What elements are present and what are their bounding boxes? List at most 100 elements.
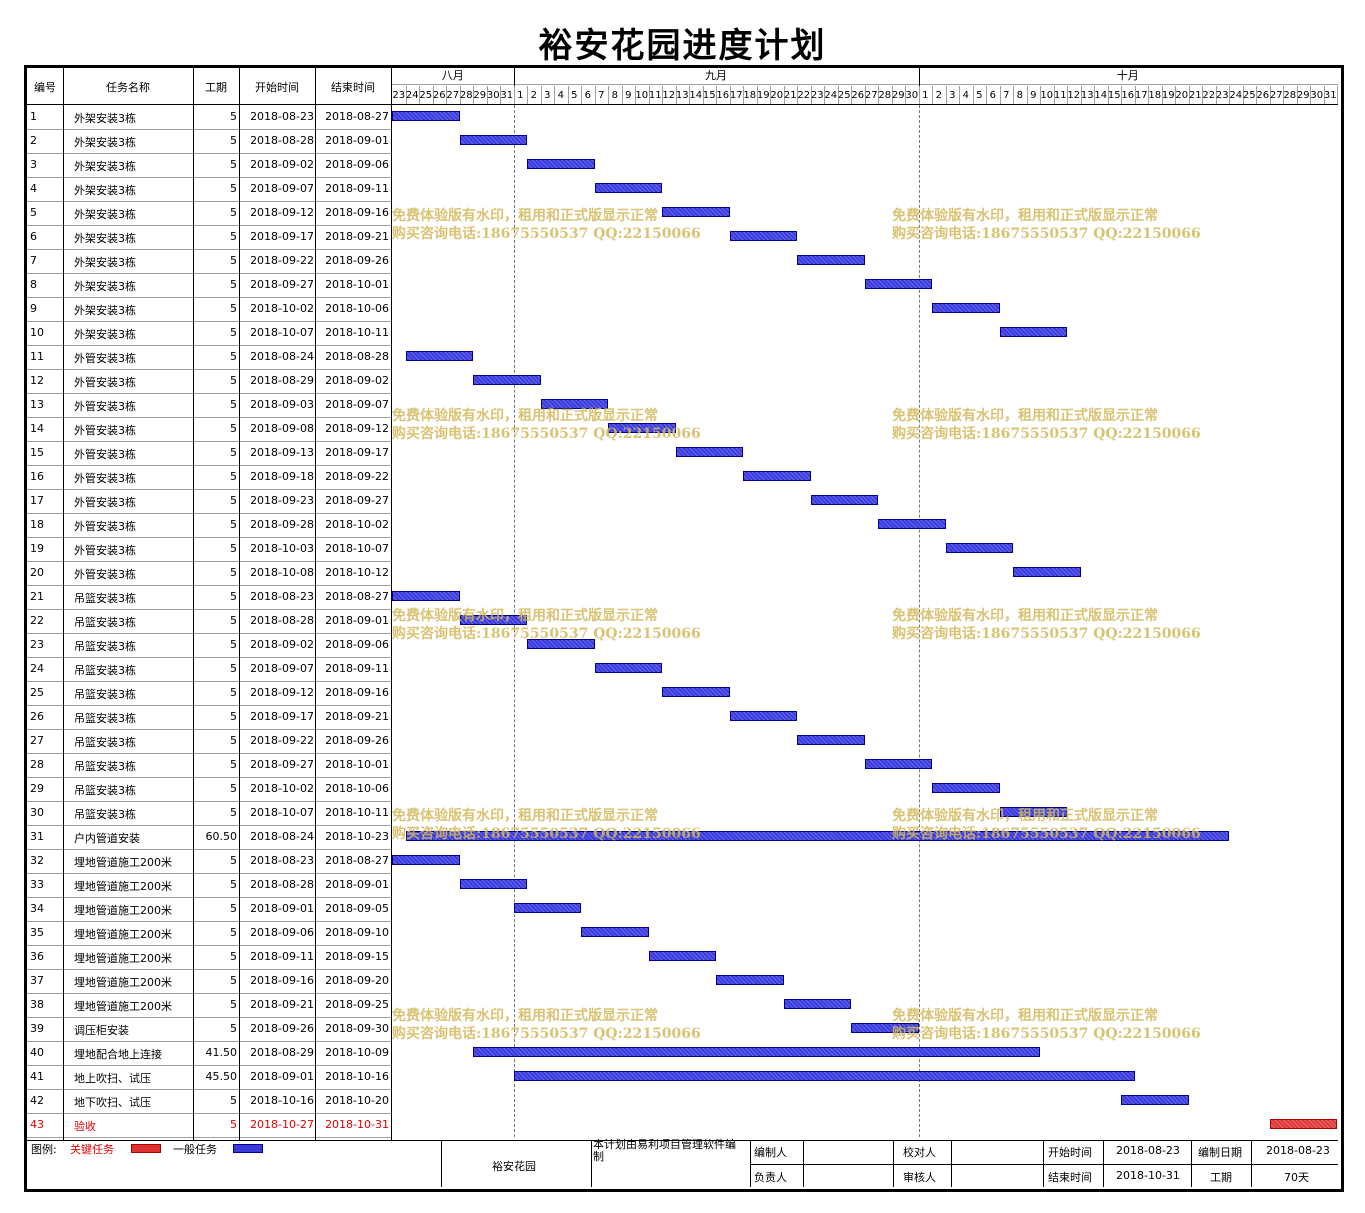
task-name: 埋地管道施工200米 — [74, 880, 172, 893]
task-duration: 5 — [230, 950, 237, 963]
task-id: 26 — [30, 710, 44, 723]
critical-task-bar — [1269, 1119, 1337, 1129]
gantt-frame — [24, 65, 1344, 1192]
task-name: 外管安装3栋 — [74, 520, 136, 533]
task-start: 2018-08-23 — [250, 854, 314, 867]
day-label: 28 — [878, 90, 892, 101]
day-tick — [1310, 86, 1311, 104]
day-label: 23 — [810, 90, 824, 101]
task-end: 2018-09-17 — [325, 446, 389, 459]
owner-label: 负责人 — [754, 1171, 787, 1184]
task-name: 外管安装3栋 — [74, 400, 136, 413]
row-line — [27, 297, 392, 298]
task-duration: 5 — [230, 158, 237, 171]
task-id: 9 — [30, 302, 37, 315]
day-label: 22 — [797, 90, 811, 101]
day-tick — [878, 86, 879, 104]
day-tick — [1080, 86, 1082, 104]
footer-project: 裕安花园 — [492, 1160, 536, 1173]
task-duration: 5 — [230, 998, 237, 1011]
day-tick — [419, 86, 420, 104]
row-line — [27, 729, 392, 730]
task-bar — [999, 807, 1067, 817]
day-tick — [1256, 86, 1257, 104]
task-id: 23 — [30, 638, 44, 651]
task-bar — [1013, 567, 1081, 577]
task-id: 42 — [30, 1094, 44, 1107]
day-label: 19 — [1161, 90, 1175, 101]
day-tick — [1283, 86, 1284, 104]
task-end: 2018-09-01 — [325, 878, 389, 891]
day-tick — [540, 86, 542, 104]
day-label: 8 — [611, 90, 618, 101]
task-name: 埋地管道施工200米 — [74, 856, 172, 869]
task-end: 2018-10-07 — [325, 542, 389, 555]
task-start: 2018-09-02 — [250, 158, 314, 171]
legend-normal-label: 一般任务 — [173, 1143, 217, 1156]
day-label: 28 — [459, 90, 473, 101]
month-label: 十月 — [1116, 69, 1139, 82]
day-label: 29 — [473, 90, 487, 101]
day-tick — [1296, 86, 1298, 104]
task-name: 外管安装3栋 — [74, 496, 136, 509]
task-end: 2018-10-06 — [325, 302, 389, 315]
task-bar — [405, 351, 473, 361]
task-id: 3 — [30, 158, 37, 171]
duration-value: 70天 — [1284, 1171, 1309, 1184]
task-duration: 5 — [230, 110, 237, 123]
row-line — [27, 777, 392, 778]
task-start: 2018-08-24 — [250, 830, 314, 843]
task-id: 41 — [30, 1070, 44, 1083]
row-line — [27, 1089, 392, 1090]
day-label: 10 — [635, 90, 649, 101]
row-line — [27, 657, 392, 658]
task-end: 2018-09-06 — [325, 638, 389, 651]
legend-critical-label: 关键任务 — [70, 1143, 114, 1156]
task-start: 2018-09-18 — [250, 470, 314, 483]
task-bar — [810, 495, 878, 505]
day-tick — [702, 86, 704, 104]
day-label: 4 — [962, 90, 969, 101]
task-end: 2018-09-20 — [325, 974, 389, 987]
row-line — [27, 369, 392, 370]
day-label: 25 — [837, 90, 851, 101]
end-label: 结束时间 — [1048, 1171, 1092, 1184]
row-line — [27, 921, 392, 922]
day-tick — [716, 86, 717, 104]
task-id: 8 — [30, 278, 37, 291]
task-end: 2018-09-25 — [325, 998, 389, 1011]
row-line — [27, 1065, 392, 1066]
task-id: 20 — [30, 566, 44, 579]
task-start: 2018-09-16 — [250, 974, 314, 987]
day-label: 5 — [571, 90, 578, 101]
day-tick — [581, 86, 582, 104]
task-id: 34 — [30, 902, 44, 915]
day-label: 31 — [1323, 90, 1337, 101]
day-label: 21 — [1188, 90, 1202, 101]
day-tick — [486, 86, 488, 104]
day-label: 30 — [905, 90, 919, 101]
header-end: 结束时间 — [331, 81, 375, 94]
day-tick — [405, 86, 407, 104]
task-id: 1 — [30, 110, 37, 123]
day-tick — [824, 86, 825, 104]
task-duration: 5 — [230, 518, 237, 531]
day-label: 9 — [625, 90, 632, 101]
task-bar — [797, 735, 865, 745]
day-tick — [851, 86, 852, 104]
row-line — [27, 489, 392, 490]
row-line — [27, 417, 392, 418]
task-id: 37 — [30, 974, 44, 987]
task-end: 2018-08-27 — [325, 854, 389, 867]
row-line — [27, 897, 392, 898]
task-bar — [797, 255, 865, 265]
task-start: 2018-08-23 — [250, 110, 314, 123]
task-start: 2018-08-29 — [250, 1046, 314, 1059]
task-duration: 5 — [230, 254, 237, 267]
day-label: 18 — [1148, 90, 1162, 101]
task-name: 外管安装3栋 — [74, 448, 136, 461]
task-id: 25 — [30, 686, 44, 699]
date-value: 2018-08-23 — [1266, 1144, 1330, 1157]
day-label: 29 — [1296, 90, 1310, 101]
header-start: 开始时间 — [255, 81, 299, 94]
